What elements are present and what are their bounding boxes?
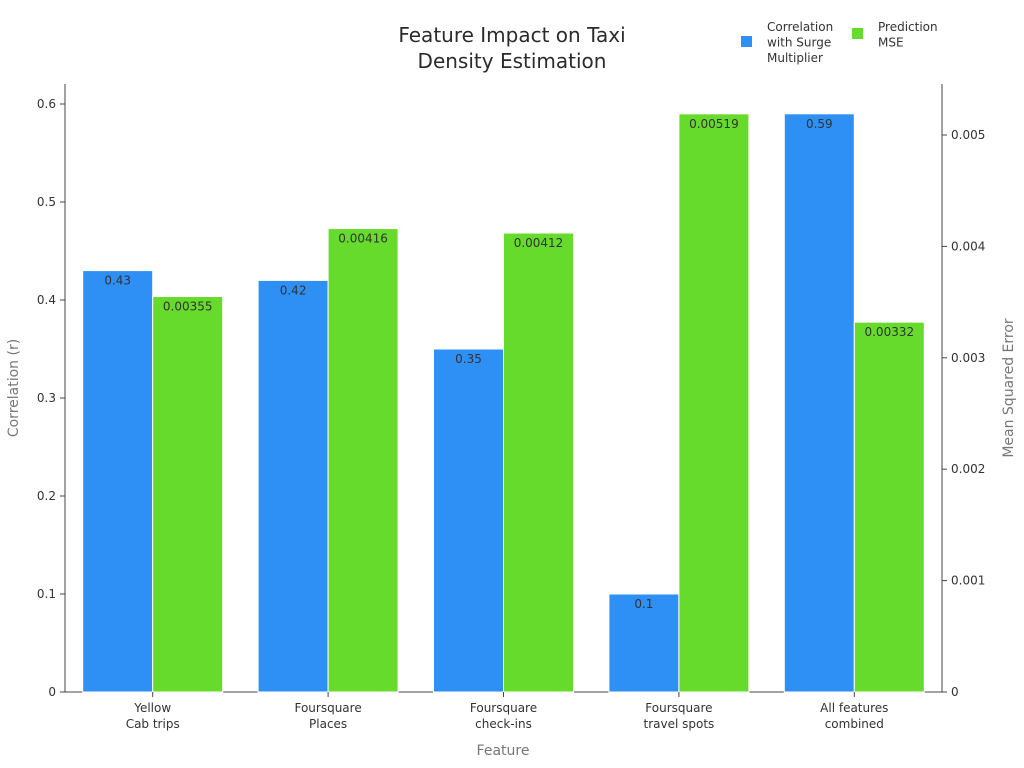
mse-bar: [853, 321, 925, 693]
mse-bar: [503, 232, 574, 693]
legend-label: with Surge: [767, 36, 831, 50]
mse-bar: [152, 296, 224, 693]
category-label: Foursquare: [470, 701, 537, 715]
legend-swatch: [741, 36, 752, 47]
category-label: Places: [309, 717, 347, 731]
mse-bar-label: 0.00355: [163, 300, 213, 314]
correlation-bar: [608, 593, 680, 693]
right-tick-label: 0: [951, 685, 959, 699]
correlation-bar: [82, 270, 154, 693]
chart-title-line: Feature Impact on Taxi: [398, 23, 625, 47]
correlation-bar-label: 0.43: [104, 274, 131, 288]
category-label: All features: [820, 701, 888, 715]
x-axis-title: Feature: [477, 743, 530, 759]
correlation-bar: [257, 279, 329, 693]
left-tick-label: 0.6: [37, 97, 56, 111]
legend-swatch: [852, 28, 863, 39]
correlation-bar: [783, 113, 855, 693]
mse-bar: [327, 228, 399, 693]
legend-label: Correlation: [767, 20, 833, 34]
left-tick-label: 0.3: [37, 391, 56, 405]
right-tick-label: 0.004: [951, 239, 985, 253]
category-label: Foursquare: [645, 701, 712, 715]
left-tick-label: 0.1: [37, 587, 56, 601]
correlation-bar-label: 0.59: [806, 117, 833, 131]
category-label: Yellow: [133, 701, 171, 715]
left-axis-title: Correlation (r): [6, 339, 22, 437]
category-label: Foursquare: [294, 701, 361, 715]
correlation-bar-label: 0.35: [455, 352, 482, 366]
chart-title-line: Density Estimation: [418, 49, 607, 73]
category-label: check-ins: [475, 717, 532, 731]
left-tick-label: 0.5: [37, 195, 56, 209]
mse-bar: [678, 113, 750, 693]
correlation-bar: [433, 348, 504, 693]
legend-label: Prediction: [878, 20, 938, 34]
right-axis-title: Mean Squared Error: [1001, 318, 1017, 458]
category-label: travel spots: [644, 717, 715, 731]
left-tick-label: 0.4: [37, 293, 56, 307]
mse-bar-label: 0.00332: [864, 325, 914, 339]
left-tick-label: 0.2: [37, 489, 56, 503]
right-tick-label: 0.002: [951, 462, 985, 476]
right-tick-label: 0.005: [951, 128, 985, 142]
right-tick-label: 0.003: [951, 351, 985, 365]
mse-bar-label: 0.00412: [514, 236, 564, 250]
correlation-bar-label: 0.42: [280, 283, 307, 297]
correlation-bar-label: 0.1: [634, 597, 653, 611]
legend-label: MSE: [878, 36, 904, 50]
category-label: Cab trips: [126, 717, 180, 731]
mse-bar-label: 0.00519: [689, 117, 739, 131]
category-label: combined: [825, 717, 884, 731]
legend-label: Multiplier: [767, 51, 823, 65]
mse-bar-label: 0.00416: [338, 232, 388, 246]
left-tick-label: 0: [48, 685, 56, 699]
right-tick-label: 0.001: [951, 574, 985, 588]
